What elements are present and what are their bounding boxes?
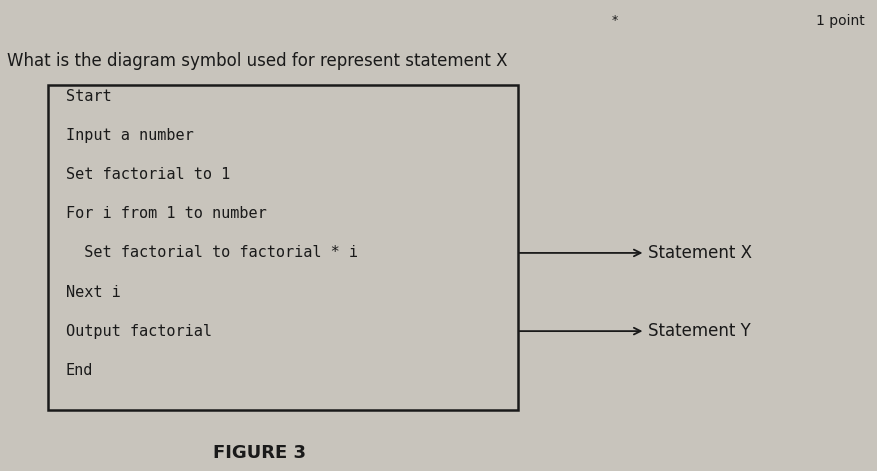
Text: Set factorial to factorial * i: Set factorial to factorial * i [66, 245, 358, 260]
Text: Next i: Next i [66, 284, 120, 300]
Text: End: End [66, 363, 93, 378]
Text: Output factorial: Output factorial [66, 324, 211, 339]
Text: FIGURE 3: FIGURE 3 [212, 444, 305, 462]
Text: 1 point: 1 point [815, 14, 864, 28]
FancyBboxPatch shape [48, 85, 517, 410]
Text: Set factorial to 1: Set factorial to 1 [66, 167, 230, 182]
Text: Start: Start [66, 89, 111, 104]
Text: For i from 1 to number: For i from 1 to number [66, 206, 267, 221]
Text: Statement Y: Statement Y [647, 322, 750, 340]
Text: What is the diagram symbol used for represent statement X: What is the diagram symbol used for repr… [7, 52, 507, 70]
Text: *: * [610, 14, 617, 27]
Text: Statement X: Statement X [647, 244, 751, 262]
Text: Input a number: Input a number [66, 128, 194, 143]
